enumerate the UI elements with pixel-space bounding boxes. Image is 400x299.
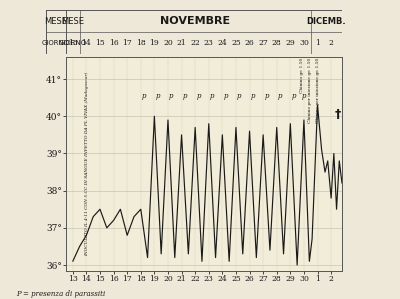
Text: 18: 18	[136, 39, 146, 47]
Text: p: p	[210, 91, 214, 100]
Text: 24: 24	[218, 39, 227, 47]
Text: MESE: MESE	[44, 17, 68, 26]
Text: †: †	[335, 108, 341, 121]
Text: Chinino gr. 1.50: Chinino gr. 1.50	[300, 57, 304, 93]
Text: 15: 15	[95, 39, 105, 47]
Text: p: p	[196, 91, 201, 100]
Text: 27: 27	[258, 39, 268, 47]
Text: p: p	[251, 91, 255, 100]
Text: p: p	[292, 91, 296, 100]
Text: 22: 22	[190, 39, 200, 47]
Text: 17: 17	[122, 39, 132, 47]
Text: 16: 16	[109, 39, 118, 47]
Text: 23: 23	[204, 39, 214, 47]
Text: 2: 2	[329, 39, 334, 47]
Text: 1: 1	[315, 39, 320, 47]
Text: GIORNO: GIORNO	[42, 40, 70, 46]
Text: MESE: MESE	[61, 17, 84, 26]
Text: p: p	[156, 91, 160, 100]
Text: DICEMB.: DICEMB.	[306, 17, 346, 26]
Text: 21: 21	[177, 39, 186, 47]
Text: P = presenza di parassiti: P = presenza di parassiti	[16, 290, 105, 298]
Text: Chinino per iniezione gr. 1.50: Chinino per iniezione gr. 1.50	[308, 57, 312, 123]
Text: 30: 30	[299, 39, 309, 47]
Text: NOVEMBRE: NOVEMBRE	[160, 16, 230, 26]
Text: 13: 13	[68, 39, 78, 47]
Text: 20: 20	[163, 39, 173, 47]
Text: 19: 19	[150, 39, 159, 47]
Text: 25: 25	[231, 39, 241, 47]
Text: p: p	[142, 91, 146, 100]
Text: p: p	[278, 91, 282, 100]
Text: 29: 29	[286, 39, 295, 47]
Text: 28: 28	[272, 39, 282, 47]
Text: 26: 26	[245, 39, 254, 47]
Text: Chinino per iniezione gr. 1.50: Chinino per iniezione gr. 1.50	[316, 57, 320, 123]
Text: p: p	[264, 91, 269, 100]
Text: p: p	[237, 91, 242, 100]
Text: p: p	[302, 91, 306, 100]
Text: GIORNO: GIORNO	[59, 40, 87, 46]
Text: 14: 14	[82, 39, 91, 47]
Text: p: p	[224, 91, 228, 100]
Text: p: p	[169, 91, 174, 100]
Text: p: p	[183, 91, 187, 100]
Text: INOCULATO IL 4-11 CON 5 CC DI SANGUE INFETTO DA PL VIVAX (Madagascar): INOCULATO IL 4-11 CON 5 CC DI SANGUE INF…	[85, 71, 89, 256]
